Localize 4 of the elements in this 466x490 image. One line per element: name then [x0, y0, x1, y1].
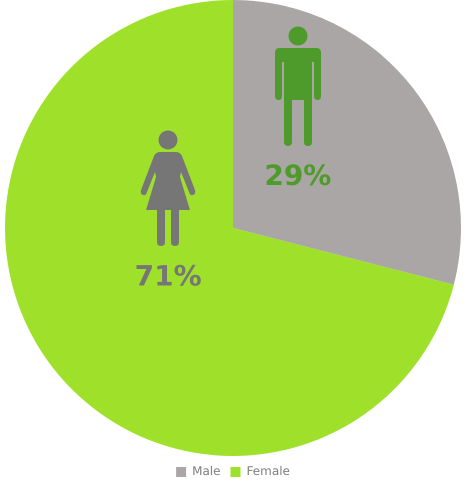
- legend-label: Female: [246, 464, 290, 478]
- data-label: 29%: [264, 158, 332, 192]
- legend-label: Male: [192, 464, 221, 478]
- data-label: 71%: [134, 260, 202, 293]
